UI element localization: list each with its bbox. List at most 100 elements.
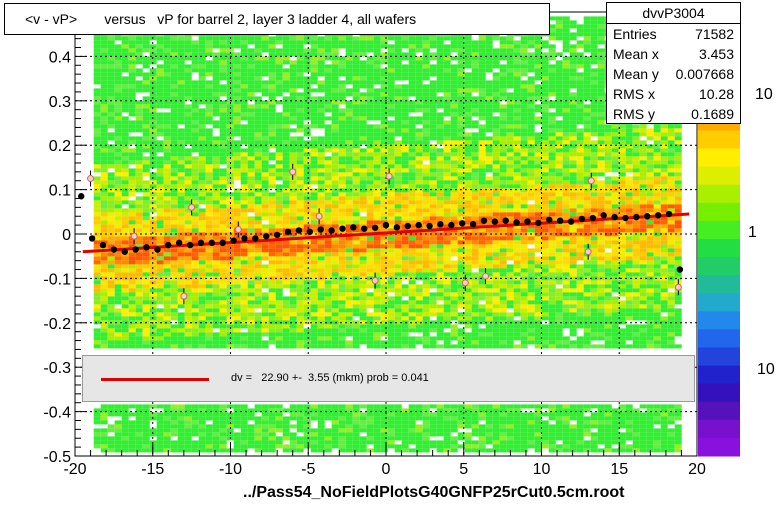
heatmap-cell xyxy=(163,296,171,301)
heatmap-cell xyxy=(121,240,129,245)
heatmap-cell xyxy=(387,216,395,221)
heatmap-cell xyxy=(429,236,437,241)
heatmap-cell xyxy=(107,60,115,65)
heatmap-cell xyxy=(324,264,332,269)
heatmap-cell xyxy=(408,76,416,81)
heatmap-cell xyxy=(135,52,143,57)
heatmap-cell xyxy=(303,80,311,85)
heatmap-cell xyxy=(219,116,227,121)
heatmap-cell xyxy=(282,120,290,125)
heatmap-cell xyxy=(429,280,437,285)
heatmap-cell xyxy=(373,36,381,41)
heatmap-cell xyxy=(135,268,143,273)
heatmap-cell xyxy=(142,80,150,85)
heatmap-cell xyxy=(205,72,213,77)
heatmap-cell xyxy=(366,268,374,273)
heatmap-cell xyxy=(303,340,311,345)
heatmap-cell xyxy=(401,304,409,309)
heatmap-cell xyxy=(254,424,262,429)
heatmap-cell xyxy=(366,152,374,157)
heatmap-cell xyxy=(128,200,136,205)
heatmap-cell xyxy=(310,276,318,281)
heatmap-cell xyxy=(478,36,486,41)
heatmap-cell xyxy=(415,276,423,281)
heatmap-cell xyxy=(387,96,395,101)
heatmap-cell xyxy=(93,80,101,85)
heatmap-cell xyxy=(436,208,444,213)
heatmap-cell xyxy=(387,288,395,293)
heatmap-cell xyxy=(415,268,423,273)
heatmap-cell xyxy=(387,224,395,229)
heatmap-cell xyxy=(380,76,388,81)
heatmap-cell xyxy=(247,144,255,149)
heatmap-cell xyxy=(275,228,283,233)
heatmap-cell xyxy=(191,432,199,437)
heatmap-cell xyxy=(443,272,451,277)
heatmap-cell xyxy=(310,404,318,409)
heatmap-cell xyxy=(275,168,283,173)
heatmap-cell xyxy=(478,176,486,181)
heatmap-cell xyxy=(121,96,129,101)
heatmap-cell xyxy=(219,244,227,249)
heatmap-cell xyxy=(331,332,339,337)
heatmap-cell xyxy=(359,176,367,181)
heatmap-cell xyxy=(212,216,220,221)
heatmap-cell xyxy=(471,172,479,177)
heatmap-cell xyxy=(408,152,416,157)
heatmap-cell xyxy=(156,192,164,197)
heatmap-cell xyxy=(471,204,479,209)
heatmap-cell xyxy=(156,104,164,109)
heatmap-cell xyxy=(128,172,136,177)
heatmap-cell xyxy=(415,304,423,309)
heatmap-cell xyxy=(247,256,255,261)
heatmap-cell xyxy=(303,124,311,129)
heatmap-cell xyxy=(107,64,115,69)
heatmap-cell xyxy=(457,248,465,253)
heatmap-cell xyxy=(289,228,297,233)
heatmap-cell xyxy=(443,408,451,413)
heatmap-cell xyxy=(226,308,234,313)
heatmap-cell xyxy=(226,204,234,209)
heatmap-cell xyxy=(387,420,395,425)
heatmap-cell xyxy=(233,196,241,201)
heatmap-cell xyxy=(233,208,241,213)
heatmap-cell xyxy=(464,404,472,409)
heatmap-cell xyxy=(107,172,115,177)
heatmap-cell xyxy=(191,204,199,209)
heatmap-cell xyxy=(352,136,360,141)
heatmap-cell xyxy=(324,160,332,165)
heatmap-cell xyxy=(275,268,283,273)
heatmap-cell xyxy=(443,172,451,177)
heatmap-cell xyxy=(198,136,206,141)
heatmap-cell xyxy=(191,244,199,249)
heatmap-cell xyxy=(331,440,339,445)
heatmap-cell xyxy=(156,164,164,169)
heatmap-cell xyxy=(254,120,262,125)
heatmap-cell xyxy=(345,212,353,217)
heatmap-cell xyxy=(142,184,150,189)
heatmap-cell xyxy=(450,272,458,277)
heatmap-cell xyxy=(324,340,332,345)
heatmap-cell xyxy=(240,192,248,197)
heatmap-cell xyxy=(296,108,304,113)
heatmap-cell xyxy=(296,440,304,445)
heatmap-cell xyxy=(282,444,290,449)
heatmap-cell xyxy=(184,344,192,349)
heatmap-cell xyxy=(142,228,150,233)
heatmap-cell xyxy=(261,240,269,245)
heatmap-cell xyxy=(324,332,332,337)
heatmap-cell xyxy=(352,200,360,205)
heatmap-cell xyxy=(93,148,101,153)
heatmap-cell xyxy=(254,96,262,101)
heatmap-cell xyxy=(240,48,248,53)
heatmap-cell xyxy=(254,208,262,213)
heatmap-cell xyxy=(240,220,248,225)
heatmap-cell xyxy=(310,204,318,209)
heatmap-cell xyxy=(93,340,101,345)
heatmap-cell xyxy=(261,436,269,441)
heatmap-cell xyxy=(114,208,122,213)
heatmap-cell xyxy=(128,444,136,449)
heatmap-cell xyxy=(401,428,409,433)
heatmap-cell xyxy=(443,76,451,81)
heatmap-cell xyxy=(429,152,437,157)
